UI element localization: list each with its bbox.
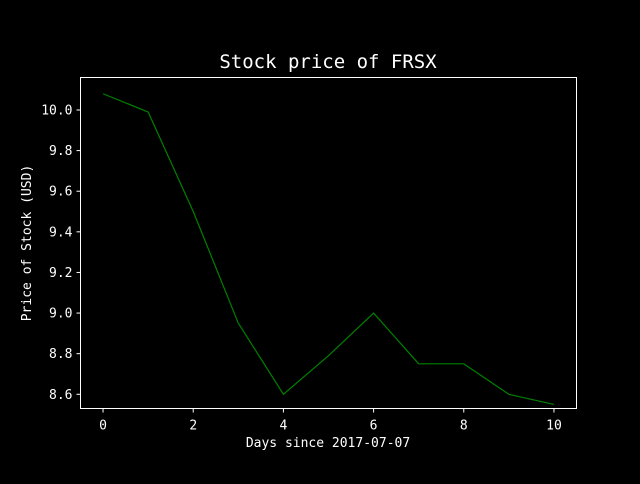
x-axis: 0 2 4 6 8 10 bbox=[99, 408, 562, 434]
series-layer bbox=[102, 93, 555, 406]
x-tick-label: 0 bbox=[99, 419, 107, 434]
y-tick-label: 9.0 bbox=[49, 307, 72, 322]
y-axis-label: Price of Stock (USD) bbox=[20, 165, 35, 322]
y-tick-label: 9.4 bbox=[49, 225, 73, 240]
x-tick-label: 2 bbox=[189, 419, 197, 434]
x-tick-label: 6 bbox=[370, 419, 378, 434]
y-tick-label: 8.8 bbox=[49, 347, 72, 362]
x-tick-label: 4 bbox=[279, 419, 287, 434]
x-tick-label: 8 bbox=[460, 419, 468, 434]
y-tick-label: 10.0 bbox=[41, 103, 72, 118]
chart-title: Stock price of FRSX bbox=[219, 51, 437, 73]
plot-area-frame bbox=[80, 77, 577, 409]
y-tick-label: 9.8 bbox=[49, 144, 72, 159]
y-tick-label: 9.2 bbox=[49, 266, 72, 281]
y-tick-label: 9.6 bbox=[49, 185, 72, 200]
y-axis: 8.6 8.8 9.0 9.2 9.4 9.6 9.8 10.0 bbox=[41, 103, 81, 403]
x-axis-label: Days since 2017-07-07 bbox=[246, 436, 410, 451]
x-tick-label: 10 bbox=[546, 419, 562, 434]
series-line bbox=[102, 93, 555, 406]
y-tick-label: 8.6 bbox=[49, 388, 72, 403]
